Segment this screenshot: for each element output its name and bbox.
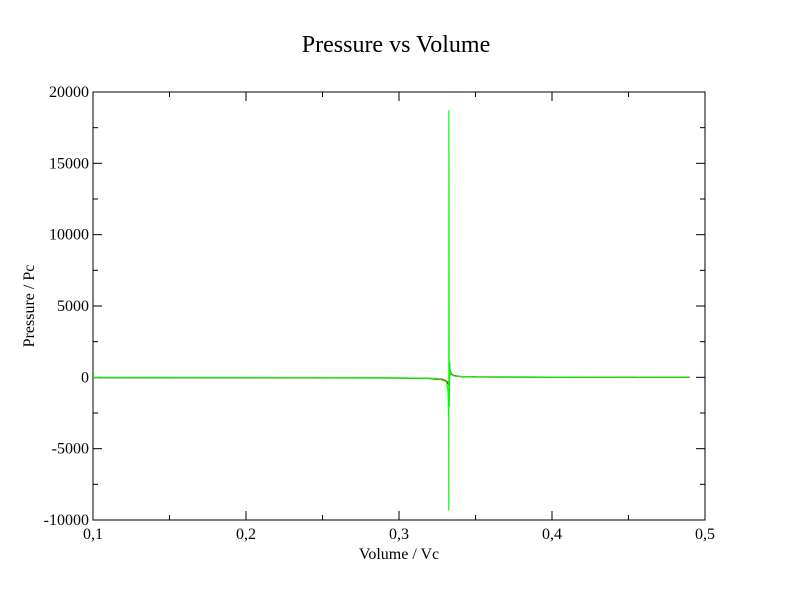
series-line-2	[92, 109, 690, 511]
x-tick-label: 0,1	[83, 526, 103, 543]
chart-title: Pressure vs Volume	[301, 32, 491, 58]
y-tick-label: 20000	[49, 84, 89, 101]
y-tick-label: 5000	[57, 298, 89, 315]
x-tick-label: 0,2	[236, 526, 256, 543]
x-tick-label: 0,3	[389, 526, 409, 543]
x-tick-label: 0,5	[695, 526, 715, 543]
y-tick-label: -10000	[44, 512, 89, 529]
y-tick-label: 15000	[49, 155, 89, 172]
y-axis-label: Pressure / Pc	[21, 265, 38, 348]
y-tick-label: 0	[81, 369, 89, 386]
x-tick-label: 0,4	[542, 526, 562, 543]
plot-frame	[92, 91, 706, 521]
y-tick-label: -5000	[52, 441, 89, 458]
y-tick-label: 10000	[49, 227, 89, 244]
x-axis-label: Volume / Vc	[359, 546, 439, 563]
